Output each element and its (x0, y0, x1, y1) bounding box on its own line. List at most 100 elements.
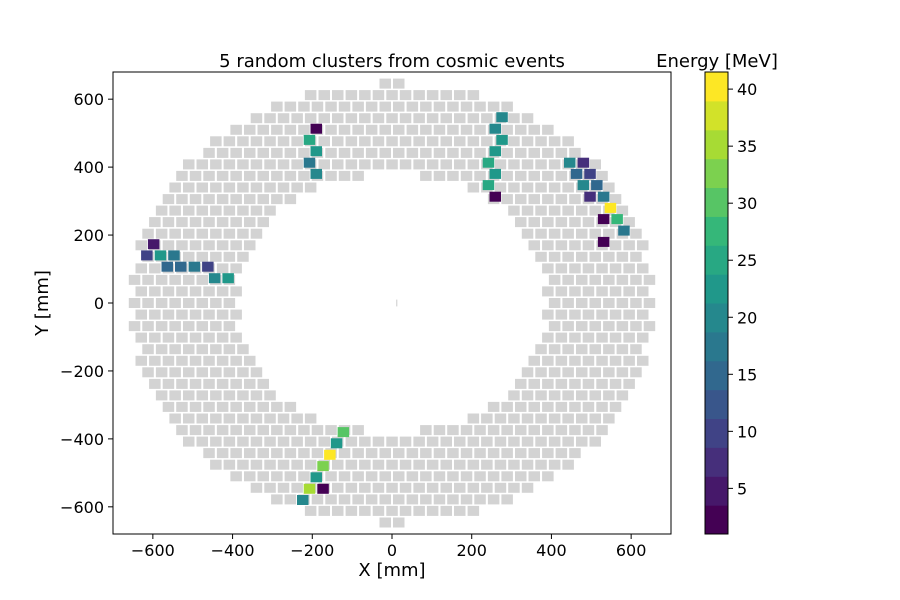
crystal-cell (576, 274, 588, 285)
crystal-cell (542, 170, 554, 181)
crystal-cell (386, 113, 398, 124)
crystal-cell (189, 170, 202, 181)
crystal-cell (467, 413, 480, 424)
crystal-cell (359, 459, 371, 470)
x-axis-ticks: −600 −400 −200 0 200 400 600 (131, 534, 646, 560)
crystal-cell (562, 205, 574, 216)
crystal-cell (528, 124, 540, 135)
colorbar-level (705, 100, 728, 131)
crystal-cell (393, 124, 405, 135)
crystal-cell (223, 136, 236, 147)
crystal-cell (521, 205, 534, 216)
crystal-cell (474, 448, 486, 459)
crystal-cell (203, 448, 215, 459)
crystal-cell (555, 332, 568, 343)
crystal-cell (237, 159, 249, 170)
crystal-cell (189, 309, 202, 320)
crystal-cell (548, 228, 561, 239)
crystal-cell (440, 113, 452, 124)
crystal-cell (183, 251, 195, 262)
crystal-cell (332, 90, 344, 101)
crystal-cell (555, 147, 568, 158)
crystal-cell (521, 413, 534, 424)
crystal-cell (426, 505, 439, 516)
crystal-cell (169, 321, 181, 332)
crystal-cell (535, 159, 547, 170)
crystal-cell (609, 309, 622, 320)
crystal-cell (176, 355, 188, 366)
crystal-cell (467, 113, 480, 124)
crystal-cell (345, 505, 358, 516)
crystal-cell (487, 101, 500, 112)
crystal-cell (216, 263, 229, 274)
crystal-cell (548, 251, 561, 262)
crystal-cell (589, 367, 601, 378)
crystal-cell (603, 298, 615, 308)
x-tick-label: −600 (131, 541, 175, 560)
crystal-cell (528, 147, 540, 158)
crystal-cell (623, 217, 635, 228)
crystal-cell (521, 182, 534, 193)
crystal-cell (237, 367, 249, 378)
crystal-cell (460, 147, 473, 158)
crystal-cell (230, 124, 242, 135)
crystal-cell (169, 205, 181, 216)
crystal-cell (501, 448, 513, 459)
crystal-cell (576, 436, 588, 447)
colorbar-tick-label: 10 (737, 422, 757, 441)
crystal-cell (149, 217, 161, 228)
crystal-cell (616, 367, 629, 378)
crystal-cell (426, 90, 439, 101)
crystal-cell (454, 136, 466, 147)
crystal-cell (420, 101, 432, 112)
crystal-cell (311, 448, 324, 459)
crystal-cell (345, 136, 358, 147)
crystal-cell (603, 321, 615, 332)
crystal-cell (420, 425, 432, 436)
crystal-cell (562, 321, 574, 332)
crystal-cell (569, 286, 581, 297)
crystal-cell (562, 367, 574, 378)
crystal-cell (244, 124, 256, 135)
crystal-cell (237, 228, 249, 239)
crystal-cell (603, 390, 615, 401)
crystal-cell (481, 436, 493, 447)
crystal-cell (474, 494, 486, 505)
crystal-cell (284, 147, 297, 158)
crystal-cell (515, 194, 527, 205)
crystal-cell (230, 332, 242, 343)
x-tick-label: −200 (290, 541, 334, 560)
crystal-cell (216, 332, 229, 343)
crystal-cell (196, 251, 208, 262)
crystal-cell (359, 113, 371, 124)
crystal-cell (454, 159, 466, 170)
crystal-cell (216, 217, 229, 228)
crystal-cell (149, 332, 161, 343)
crystal-cell (521, 136, 534, 147)
crystal-cell (203, 194, 215, 205)
crystal-cell (535, 205, 547, 216)
crystal-cell (162, 355, 175, 366)
crystal-cell (630, 251, 642, 262)
crystal-cell (338, 471, 351, 482)
crystal-cell (379, 78, 391, 89)
crystal-cell (304, 436, 317, 447)
crystal-cell (203, 378, 215, 389)
crystal-cell (338, 170, 351, 181)
crystal-cell (454, 482, 466, 493)
crystal-cell (474, 471, 486, 482)
crystal-cell (250, 482, 263, 493)
crystal-cell (494, 413, 507, 424)
crystal-cell (433, 448, 446, 459)
crystal-cell (250, 413, 263, 424)
crystal-cell (135, 332, 147, 343)
crystal-cell (379, 494, 391, 505)
crystal-cell (501, 147, 513, 158)
crystal-cell (582, 401, 595, 412)
crystal-cell (569, 355, 581, 366)
crystal-cell (176, 194, 188, 205)
crystal-cell (216, 194, 229, 205)
crystal-cell (569, 378, 581, 389)
crystal-cell (413, 113, 425, 124)
hit-cell (324, 449, 336, 460)
